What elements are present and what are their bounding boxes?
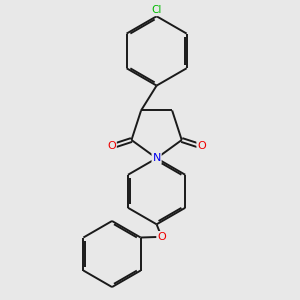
Text: O: O (197, 141, 206, 151)
Text: O: O (107, 141, 116, 151)
Text: O: O (157, 232, 166, 242)
Text: Cl: Cl (152, 5, 162, 15)
Text: N: N (152, 153, 161, 163)
